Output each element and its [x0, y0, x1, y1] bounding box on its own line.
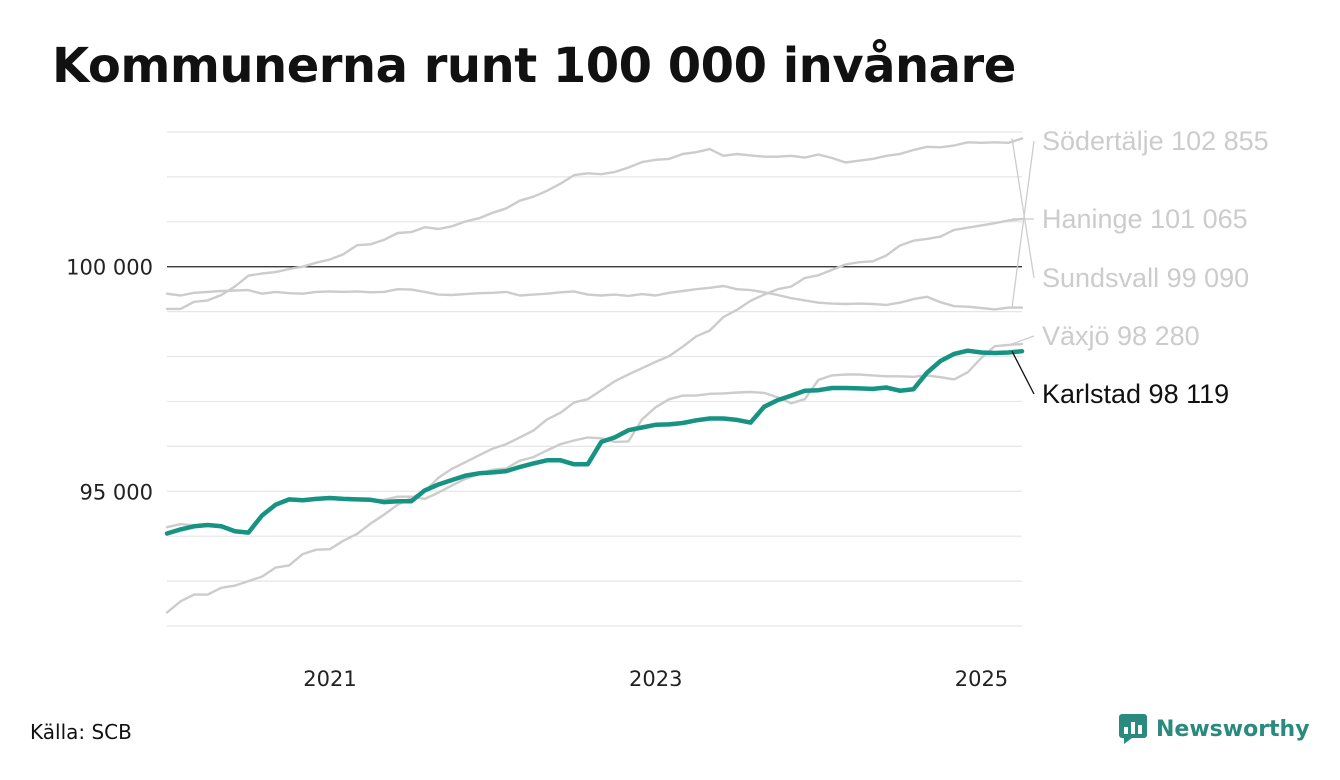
- series-line-haninge: [165, 217, 1024, 614]
- series-end-label-karlstad: Karlstad 98 119: [1042, 379, 1229, 409]
- series-end-label-växjö: Växjö 98 280: [1042, 321, 1200, 351]
- source-note: Källa: SCB: [30, 720, 132, 744]
- leader-line: [1011, 140, 1035, 308]
- gridlines: [167, 131, 1022, 627]
- newsworthy-logo-icon: [1119, 714, 1147, 744]
- series-lines: [164, 137, 1025, 614]
- x-tick-label: 2023: [629, 667, 682, 691]
- series-line-växjö: [165, 342, 1024, 535]
- chart-title: Kommunerna runt 100 000 invånare: [52, 38, 1016, 94]
- x-tick-label: 2021: [303, 667, 356, 691]
- series-end-label-södertälje: Södertälje 102 855: [1042, 126, 1269, 156]
- series-end-label-sundsvall: Sundsvall 99 090: [1042, 263, 1249, 293]
- leader-line: [1011, 335, 1035, 345]
- x-axis-tick-labels: 2021 2023 2025: [303, 667, 1008, 691]
- leader-line: [1011, 350, 1035, 395]
- x-tick-label: 2025: [955, 667, 1008, 691]
- y-tick-label: 95 000: [80, 480, 153, 504]
- leader-line: [1011, 138, 1035, 279]
- brand-logo: Newsworthy: [1118, 713, 1310, 745]
- series-line-södertälje: [165, 284, 1024, 311]
- series-line-karlstad: [164, 348, 1025, 536]
- y-axis-tick-labels: 95 000 100 000: [66, 256, 153, 505]
- series-end-labels: Södertälje 102 855 Haninge 101 065 Sundsva…: [1011, 126, 1269, 409]
- brand-name: Newsworthy: [1156, 716, 1310, 742]
- series-line-sundsvall: [165, 137, 1024, 311]
- y-tick-label: 100 000: [66, 256, 153, 280]
- series-end-label-haninge: Haninge 101 065: [1042, 204, 1248, 234]
